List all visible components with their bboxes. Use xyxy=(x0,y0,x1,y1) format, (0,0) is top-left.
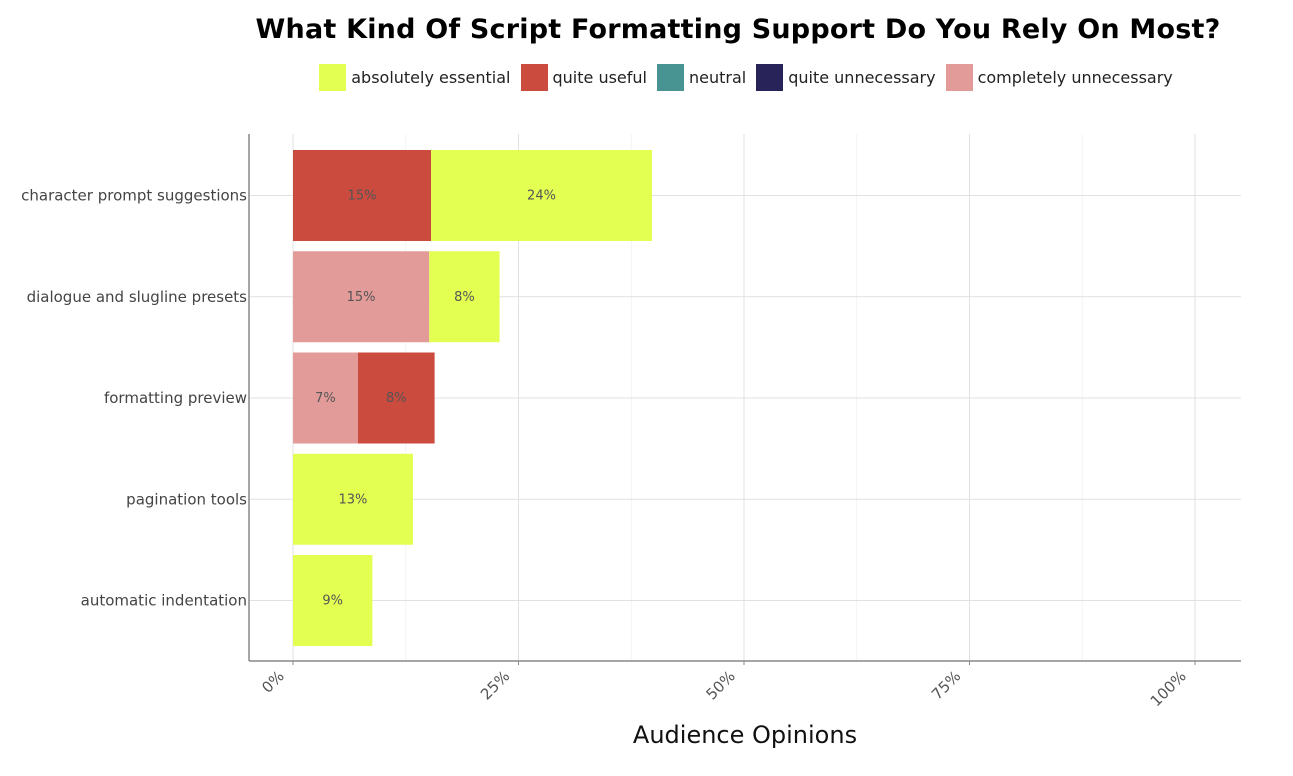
bar-value-label: 9% xyxy=(322,594,343,609)
legend-swatch xyxy=(756,64,784,91)
legend-swatch xyxy=(319,64,347,91)
x-tick-label: 50% xyxy=(703,667,739,703)
bar-value-label: 24% xyxy=(527,189,556,204)
legend-swatch xyxy=(945,64,973,91)
legend-item: neutral xyxy=(656,64,747,91)
x-tick-label: 0% xyxy=(258,667,288,697)
legend-item: absolutely essential xyxy=(319,64,511,91)
legend-label: completely unnecessary xyxy=(977,68,1173,87)
legend-label: absolutely essential xyxy=(351,68,511,87)
bar-segment xyxy=(293,352,358,444)
y-tick-label: formatting preview xyxy=(104,389,247,407)
bar-segment xyxy=(293,555,373,646)
bar-value-label: 7% xyxy=(315,391,336,406)
bar-segment xyxy=(429,251,500,343)
y-tick-label: dialogue and slugline presets xyxy=(27,288,248,306)
bar-segment xyxy=(431,150,652,241)
legend-item: quite unnecessary xyxy=(756,64,936,91)
x-tick-label: 75% xyxy=(928,667,964,703)
bar-value-label: 15% xyxy=(348,189,377,204)
bar-value-label: 8% xyxy=(386,391,407,406)
legend-swatch xyxy=(520,64,548,91)
legend-item: completely unnecessary xyxy=(945,64,1173,91)
legend-label: neutral xyxy=(688,68,747,87)
bar-segment xyxy=(293,150,432,241)
bar-value-label: 13% xyxy=(339,492,368,507)
bar-segment xyxy=(357,352,435,444)
bars: 15% 24% 15% 8% 7% 8% 13% 9% xyxy=(293,150,652,646)
bar-segment xyxy=(293,453,413,545)
bar-value-label: 8% xyxy=(454,290,475,305)
x-axis-label: Audience Opinions xyxy=(633,721,857,749)
legend-item: quite useful xyxy=(520,64,647,91)
y-tick-label: character prompt suggestions xyxy=(21,187,247,205)
y-tick-label: pagination tools xyxy=(126,490,247,508)
x-tick-label: 100% xyxy=(1147,667,1190,710)
bar-value-label: 15% xyxy=(347,290,376,305)
legend-label: quite useful xyxy=(552,68,647,87)
legend-label: quite unnecessary xyxy=(788,68,936,87)
legend-swatch xyxy=(656,64,684,91)
chart-title: What Kind Of Script Formatting Support D… xyxy=(255,14,1221,45)
bar-segment xyxy=(293,251,430,343)
x-tick-label: 25% xyxy=(477,667,513,703)
legend: absolutely essential quite useful neutral q… xyxy=(0,64,1293,91)
y-tick-label: automatic indentation xyxy=(81,592,247,610)
